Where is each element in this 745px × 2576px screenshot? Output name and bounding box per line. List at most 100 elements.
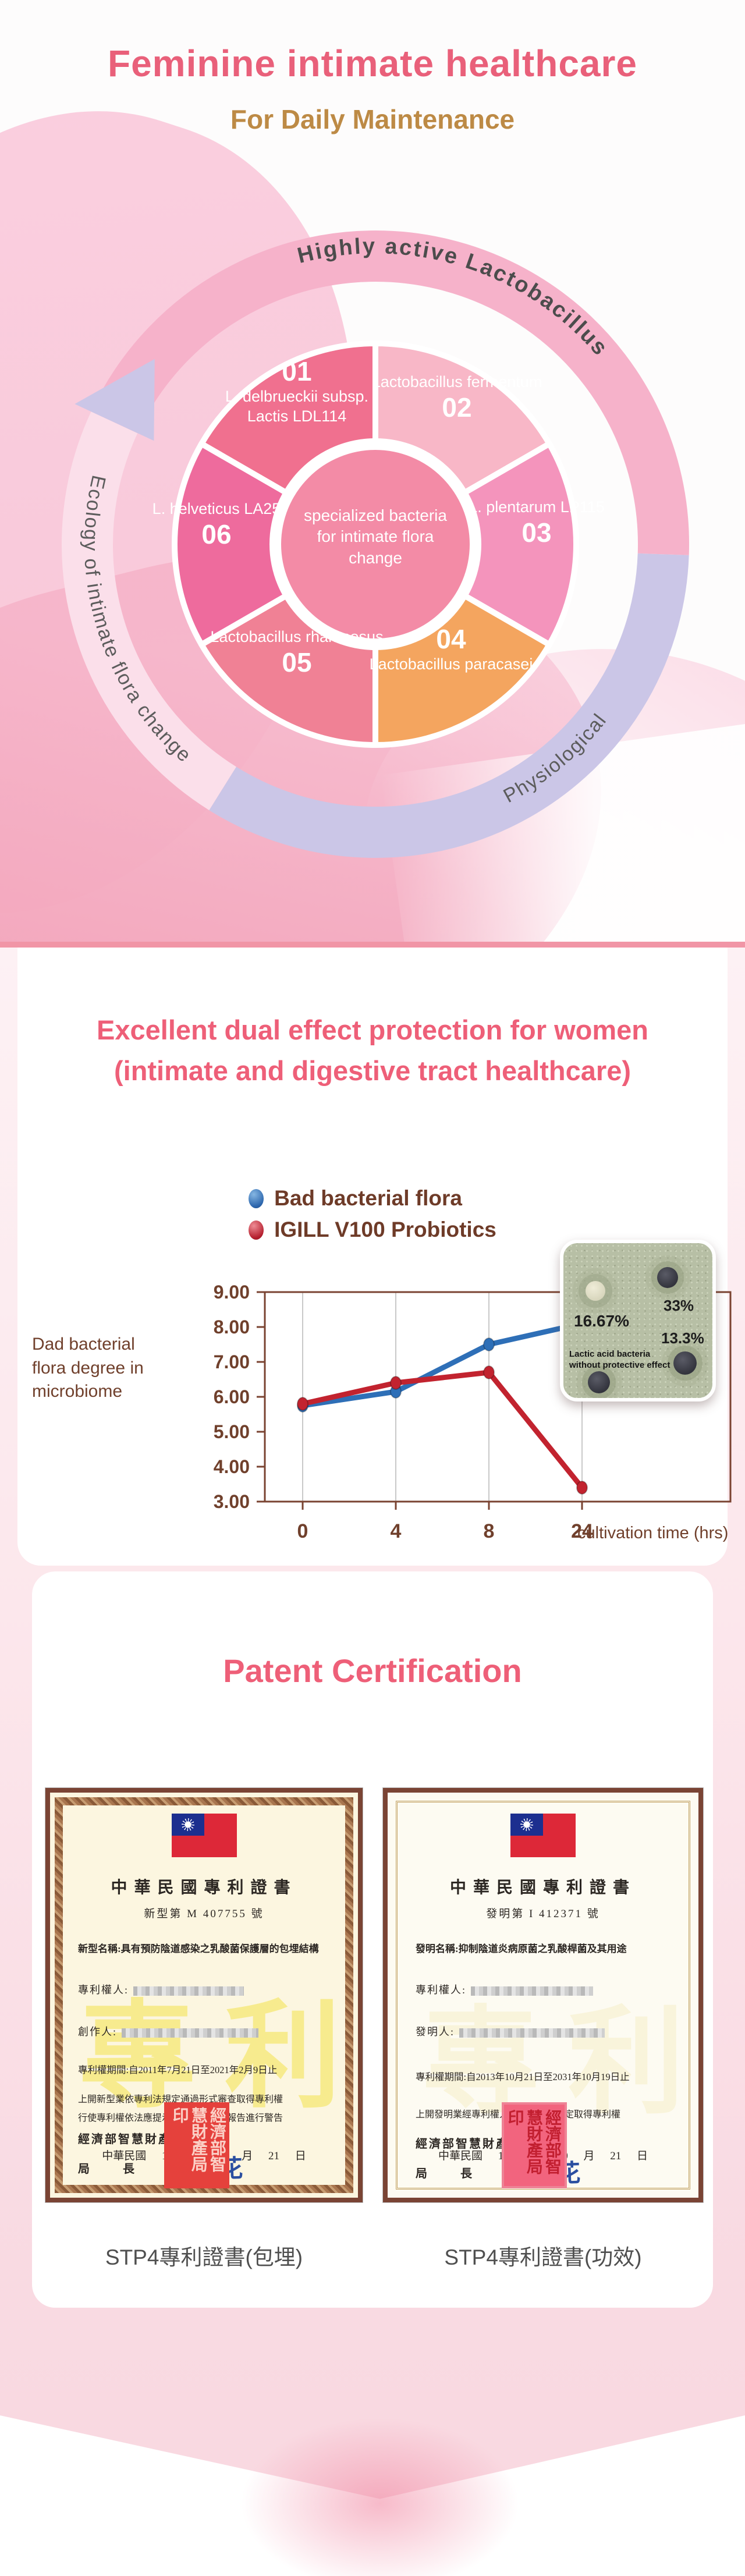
slice-label: L. plentarum LP115: [469, 498, 605, 516]
slice-number: 03: [522, 517, 552, 548]
petri-inset-image: 33% 16.67% 13.3% Lactic acid bacteria wi…: [560, 1240, 716, 1401]
pct-label-top: 33%: [664, 1297, 694, 1314]
chart-legend: Bad bacterial flora IGILL V100 Probiotic…: [0, 1186, 745, 1242]
flag-sun-icon: [520, 1818, 533, 1831]
bottom-decoration: [0, 2415, 745, 2576]
legend-dot-blue-icon: [249, 1188, 264, 1208]
petri-caption: Lactic acid bacteria without protective …: [569, 1349, 670, 1370]
x-tick-label: 8: [484, 1520, 495, 1542]
legend-item-probiotics: IGILL V100 Probiotics: [249, 1218, 496, 1242]
legend-item-bad-flora: Bad bacterial flora: [249, 1186, 462, 1211]
cert-caption-left: STP4專利證書(包埋): [105, 2245, 303, 2269]
y-tick-label: 5.00: [214, 1421, 250, 1442]
cert-director-label: 局 長: [78, 2163, 150, 2176]
petri-well-light: [586, 1281, 605, 1301]
slice-label: L. helveticus LA25: [152, 500, 281, 517]
flag-sun-icon: [181, 1818, 194, 1831]
cert-owner-row: 專利權人:: [63, 1982, 345, 1997]
y-tick-label: 7.00: [214, 1351, 250, 1372]
series-line: [300, 1369, 585, 1491]
legend-label: IGILL V100 Probiotics: [274, 1218, 496, 1241]
petri-well-dark: [657, 1267, 678, 1288]
protection-heading-line1: Excellent dual effect protection for wom…: [97, 1014, 648, 1045]
slice-text-04: 04 Lactobacillus paracasei: [358, 624, 544, 675]
arc-arrowhead: [74, 359, 155, 441]
cert-director-label: 局 長: [416, 2167, 487, 2180]
redacted-text: [133, 1986, 244, 1996]
slice-number: 04: [436, 624, 466, 654]
slice-label: L. delbrueckii subsp. Lactis LDL114: [225, 387, 369, 425]
cert-owner-label: 專利權人:: [416, 1984, 467, 1996]
flag-canton: [171, 1814, 204, 1836]
plot-border: [264, 1291, 732, 1503]
taiwan-flag-icon: [510, 1814, 576, 1857]
cert-name-line: 新型名稱:具有預防陰道感染之乳酸菌保護層的包埋結構: [78, 1943, 319, 1954]
slice-text-05: Lactobacillus rhamnosus 05: [204, 627, 390, 678]
slice-text-01: 01 L. delbrueckii subsp. Lactis LDL114: [204, 356, 390, 426]
slice-number: 05: [282, 647, 312, 677]
legend-label: Bad bacterial flora: [274, 1186, 462, 1210]
section-intro: Feminine intimate healthcare For Daily M…: [0, 0, 745, 942]
official-seal: 經濟部智慧財產局印: [502, 2102, 567, 2188]
arc-physiological: [209, 553, 689, 858]
slice-text-03: L. plentarum LP115 03: [444, 498, 630, 548]
y-tick-label: 6.00: [214, 1386, 250, 1407]
cert-director-row: 局 長 王美花: [63, 2150, 345, 2185]
cert-note1: 上開新型業依專利法規定通過形式審查取得專利權: [78, 2095, 283, 2105]
cert-owner-row: 專利權人:: [400, 1982, 686, 1997]
cert-inventor-row: 發明人:: [400, 2024, 686, 2039]
cert-title: 中華民國專利證書: [111, 1879, 297, 1897]
slice-number: 06: [201, 519, 232, 549]
slice-text-02: Lactobacillus fermentum 02: [364, 372, 550, 423]
data-point: [297, 1397, 308, 1411]
x-tick-label: 4: [391, 1520, 402, 1542]
cert-period-line: 專利權期間:自2013年10月21日至2031年10月19日止: [416, 2071, 630, 2082]
y-axis-title: Dad bacterial flora degree in microbiome: [32, 1335, 144, 1401]
y-tick-label: 3.00: [214, 1491, 250, 1512]
cert-director-row: 局 長 王美花: [400, 2155, 686, 2190]
cert-creator-label: 創作人:: [78, 2026, 118, 2038]
redacted-text: [471, 1986, 594, 1996]
wheel-center-label: specialized bacteria for intimate flora …: [304, 506, 447, 567]
cert-title: 中華民國專利證書: [449, 1879, 636, 1897]
bottom-glow: [0, 2415, 745, 2576]
section-divider: [0, 942, 745, 948]
y-tick-label: 4.00: [214, 1456, 250, 1477]
petri-well-dark: [588, 1371, 610, 1393]
x-tick-label: 0: [297, 1520, 308, 1542]
y-tick-label: 9.00: [214, 1282, 250, 1303]
cert-name-line: 發明名稱:抑制陰道炎病原菌之乳酸桿菌及其用途: [416, 1943, 627, 1954]
protection-heading-line2: (intimate and digestive tract healthcare…: [113, 1055, 632, 1086]
y-tick-label: 8.00: [214, 1317, 250, 1337]
slice-number: 01: [282, 356, 312, 386]
cert-number: 發明第 I 412371 號: [486, 1908, 600, 1920]
taiwan-flag-icon: [171, 1814, 237, 1857]
cert-creator-row: 創作人:: [63, 2024, 345, 2039]
slice-label: Lactobacillus paracasei: [369, 655, 533, 673]
official-seal: 經濟部智慧財產局印: [164, 2102, 229, 2188]
x-axis-title: cultivation time (hrs): [577, 1524, 729, 1542]
patent-heading: Patent Certification: [223, 1652, 522, 1689]
pct-label-left: 16.67%: [574, 1312, 629, 1330]
cert-period-line: 專利權期間:自2011年7月21日至2021年2月9日止: [78, 2064, 278, 2075]
data-point: [483, 1365, 495, 1379]
cert-inventor-label: 發明人:: [416, 2026, 455, 2038]
cert-owner-label: 專利權人:: [78, 1984, 129, 1996]
data-point: [390, 1376, 402, 1390]
wheel-center: [281, 450, 470, 638]
page-subtitle: For Daily Maintenance: [230, 104, 515, 134]
cert-number: 新型第 M 407755 號: [144, 1908, 264, 1920]
certificate-left: 專 利 中華民國專利證書 新型第 M 407755 號 新型名稱:具有預防陰道感…: [45, 1788, 363, 2202]
cert-gold-border: [396, 1801, 690, 2190]
flag-canton: [510, 1814, 543, 1836]
arc-highly-active: [91, 230, 689, 555]
redacted-text: [459, 2028, 605, 2038]
pct-label-right: 13.3%: [661, 1329, 704, 1347]
page-title: Feminine intimate healthcare: [107, 42, 638, 84]
redacted-text: [122, 2028, 259, 2038]
slice-text-06: L. helveticus LA25 06: [123, 499, 310, 550]
cert-body: 中華民國專利證書 新型第 M 407755 號 新型名稱:具有預防陰道感染之乳酸…: [63, 1805, 345, 2185]
certificate-right: 專 利 中華民國專利證書 發明第 I 412371 號 發明名稱:抑制陰道炎病原…: [383, 1788, 703, 2202]
data-point: [483, 1337, 495, 1351]
arc-ecology: [62, 411, 237, 811]
